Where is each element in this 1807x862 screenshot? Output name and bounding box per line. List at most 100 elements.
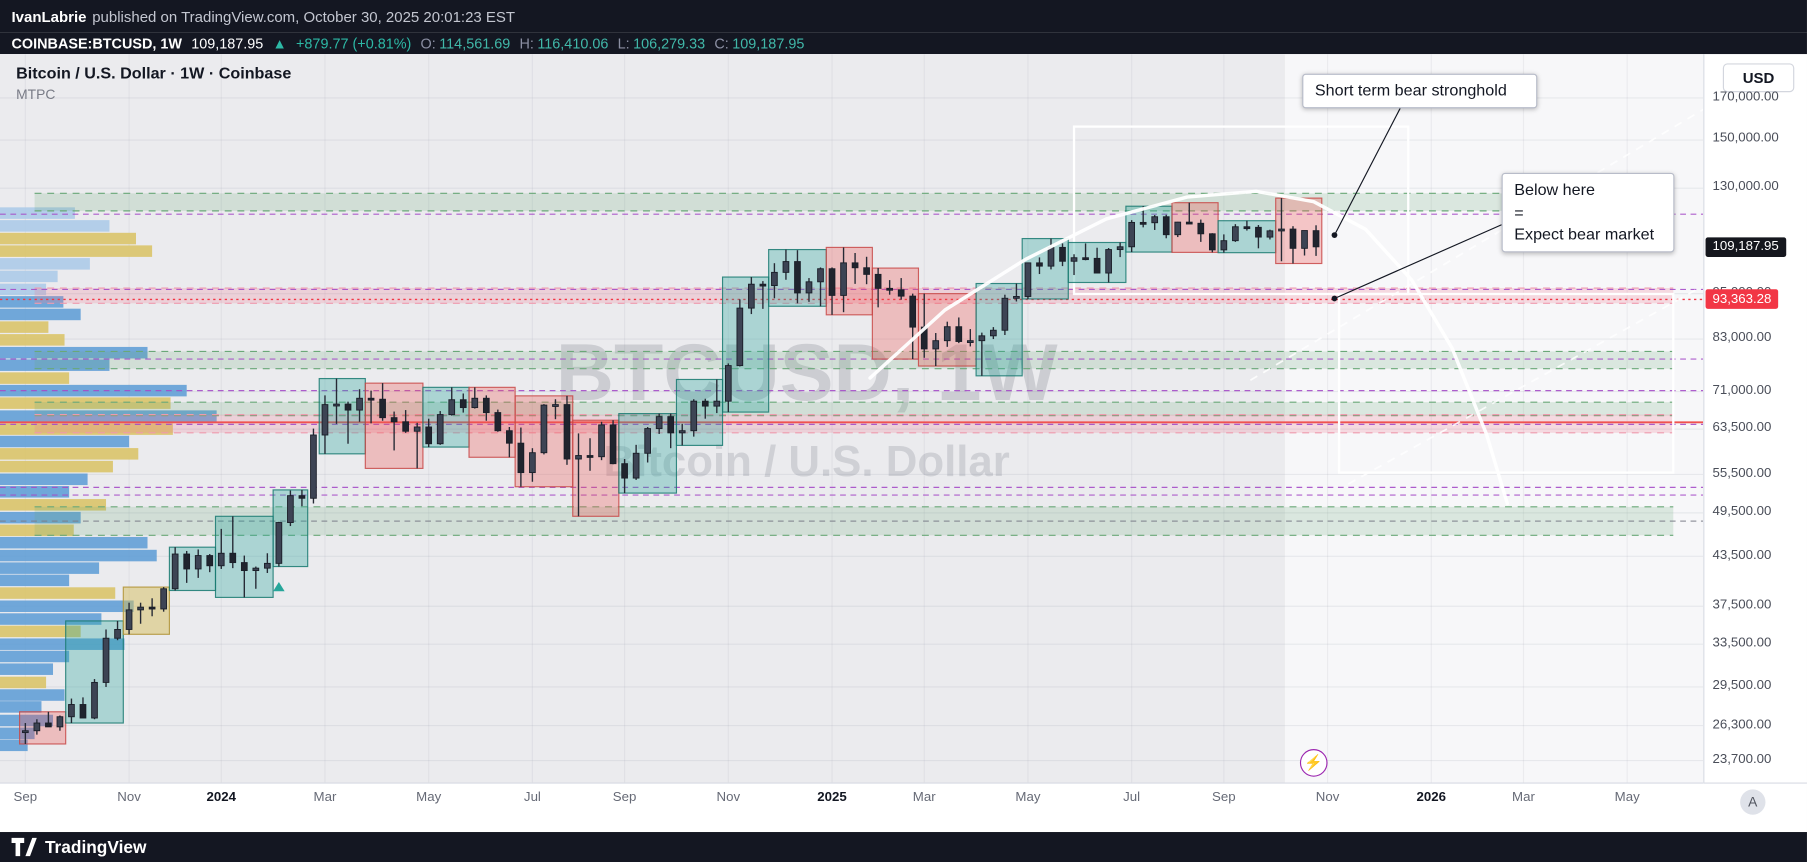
candle — [137, 606, 144, 611]
candle — [148, 606, 156, 610]
candle — [759, 283, 767, 287]
annotation-arrow — [1334, 224, 1502, 299]
candle — [171, 553, 179, 590]
time-axis[interactable]: Sep Nov 2024 Mar May Jul Sep Nov 2025 Mar May Jul Se… — [0, 782, 1704, 834]
price-zone[interactable] — [34, 193, 1674, 211]
candle — [771, 271, 778, 287]
time-tick-label: Mar — [912, 790, 936, 805]
annotation-line: Expect bear market — [1514, 224, 1655, 244]
volume-profile-bar — [0, 739, 28, 752]
candle — [79, 704, 87, 719]
time-tick-label: Mar — [1512, 790, 1535, 805]
candle — [494, 412, 502, 432]
candle — [690, 400, 698, 432]
candle — [540, 404, 548, 454]
time-tick-label: Nov — [1315, 790, 1340, 805]
volume-profile-bar — [0, 727, 35, 740]
candle — [1151, 216, 1159, 224]
volume-profile-bar — [0, 549, 157, 562]
candle — [114, 628, 121, 639]
time-tick-label: 2025 — [817, 790, 847, 805]
trend-line[interactable] — [1347, 285, 1704, 485]
candle — [194, 555, 202, 570]
price-zone[interactable] — [34, 414, 1674, 433]
volume-profile-bar — [0, 308, 81, 321]
high-value: H: 116,410.06 — [519, 35, 609, 52]
mtpc-box — [468, 386, 516, 458]
candle — [91, 681, 98, 719]
volume-profile-bar — [0, 397, 171, 409]
currency-toggle-button[interactable]: USD — [1722, 63, 1795, 93]
publish-info: published on TradingView.com, October 30… — [92, 7, 516, 25]
alert-price-label[interactable]: 93,363.28 — [1705, 289, 1779, 310]
candle — [1208, 233, 1216, 251]
candle — [482, 397, 490, 414]
price-zone[interactable] — [34, 351, 1674, 369]
chart-plot-area[interactable]: BTCUSD, 1W Bitcoin / U.S. Dollar Short te… — [0, 54, 1704, 783]
candle — [390, 417, 398, 423]
candle — [713, 400, 721, 407]
volume-profile-bar — [0, 650, 70, 663]
annotation-anchor-dot — [1331, 295, 1338, 302]
candle — [1082, 257, 1089, 261]
volume-profile-bar — [0, 207, 75, 219]
volume-profile-bar — [0, 372, 70, 384]
candle — [56, 716, 64, 728]
lightning-idea-icon[interactable]: ⚡ — [1299, 749, 1328, 777]
candle — [1139, 221, 1147, 225]
trend-line[interactable] — [1249, 108, 1704, 382]
candle — [413, 426, 421, 432]
projection-box[interactable] — [1072, 125, 1410, 296]
projection-box[interactable] — [1337, 292, 1675, 474]
candle — [1070, 257, 1078, 262]
candle — [1220, 240, 1228, 251]
annotation-line: = — [1514, 202, 1524, 221]
price-tick-label: 26,300.00 — [1712, 717, 1772, 732]
candle — [183, 553, 191, 570]
volume-profile-bar — [0, 701, 42, 713]
candle — [1105, 249, 1112, 274]
volume-profile-bar — [0, 460, 113, 473]
candle — [748, 283, 755, 309]
indicator-label[interactable]: MTPC — [16, 86, 56, 103]
candle — [586, 455, 594, 458]
candle — [1174, 221, 1182, 236]
candle — [1312, 230, 1320, 248]
time-tick-label: Nov — [716, 790, 741, 805]
candle — [817, 268, 824, 283]
candle — [782, 261, 790, 273]
volume-profile-bar — [0, 296, 64, 308]
candle — [1013, 296, 1020, 299]
candle — [655, 416, 663, 430]
price-tick-label: 150,000.00 — [1712, 131, 1779, 146]
candle — [701, 400, 709, 407]
auto-scale-button[interactable]: A — [1740, 789, 1766, 815]
author-name[interactable]: IvanLabrie — [11, 7, 87, 25]
projection-curve[interactable] — [868, 189, 1510, 506]
annotation-below-here-bear-market[interactable]: Below here = Expect bear market — [1501, 172, 1675, 253]
symbol-name[interactable]: COINBASE:BTCUSD, 1W — [11, 35, 182, 52]
price-axis[interactable]: USD 109,187.95 93,363.28 170,000.00 150,0… — [1703, 54, 1807, 783]
candle — [1093, 257, 1101, 274]
price-zone[interactable] — [34, 402, 1674, 416]
candle — [1047, 246, 1055, 267]
price-tick-label: 170,000.00 — [1712, 89, 1779, 104]
price-tick-label: 83,000.00 — [1712, 330, 1772, 345]
candle — [125, 609, 133, 630]
annotation-short-term-bear-stronghold[interactable]: Short term bear stronghold — [1302, 73, 1538, 109]
candle — [33, 722, 41, 732]
candle — [736, 307, 744, 367]
price-tick-label: 33,500.00 — [1712, 636, 1772, 650]
tradingview-brand[interactable]: TradingView — [44, 837, 147, 857]
chart-symbol-title[interactable]: Bitcoin / U.S. Dollar · 1W · Coinbase — [16, 63, 292, 82]
time-tick-label: May — [416, 790, 442, 805]
candle — [102, 637, 110, 683]
candle — [575, 455, 582, 460]
candle — [990, 329, 997, 337]
candle — [22, 730, 29, 734]
candle — [805, 281, 813, 294]
volume-profile-bar — [0, 448, 139, 460]
volume-profile-bar — [0, 613, 102, 625]
candle — [1001, 297, 1009, 331]
